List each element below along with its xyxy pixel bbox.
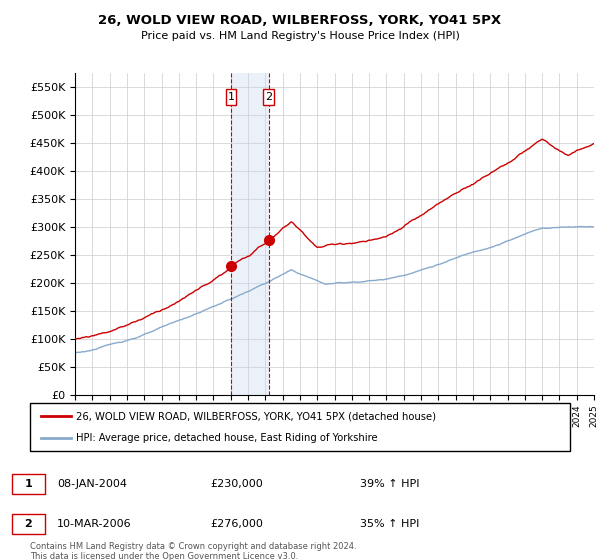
Text: Price paid vs. HM Land Registry's House Price Index (HPI): Price paid vs. HM Land Registry's House … (140, 31, 460, 41)
Text: 2: 2 (265, 92, 272, 102)
Text: 35% ↑ HPI: 35% ↑ HPI (360, 519, 419, 529)
Text: HPI: Average price, detached house, East Riding of Yorkshire: HPI: Average price, detached house, East… (76, 433, 377, 443)
Text: 26, WOLD VIEW ROAD, WILBERFOSS, YORK, YO41 5PX (detached house): 26, WOLD VIEW ROAD, WILBERFOSS, YORK, YO… (76, 411, 436, 421)
Text: 39% ↑ HPI: 39% ↑ HPI (360, 479, 419, 489)
Text: 1: 1 (228, 92, 235, 102)
Bar (263, 89, 274, 105)
Text: 08-JAN-2004: 08-JAN-2004 (57, 479, 127, 489)
Text: 26, WOLD VIEW ROAD, WILBERFOSS, YORK, YO41 5PX: 26, WOLD VIEW ROAD, WILBERFOSS, YORK, YO… (98, 14, 502, 27)
Text: £230,000: £230,000 (210, 479, 263, 489)
Text: 2: 2 (25, 519, 32, 529)
Bar (231, 73, 269, 395)
Text: 1: 1 (25, 479, 32, 489)
Text: £276,000: £276,000 (210, 519, 263, 529)
Bar (226, 89, 236, 105)
Text: 10-MAR-2006: 10-MAR-2006 (57, 519, 131, 529)
Text: Contains HM Land Registry data © Crown copyright and database right 2024.
This d: Contains HM Land Registry data © Crown c… (30, 542, 356, 560)
